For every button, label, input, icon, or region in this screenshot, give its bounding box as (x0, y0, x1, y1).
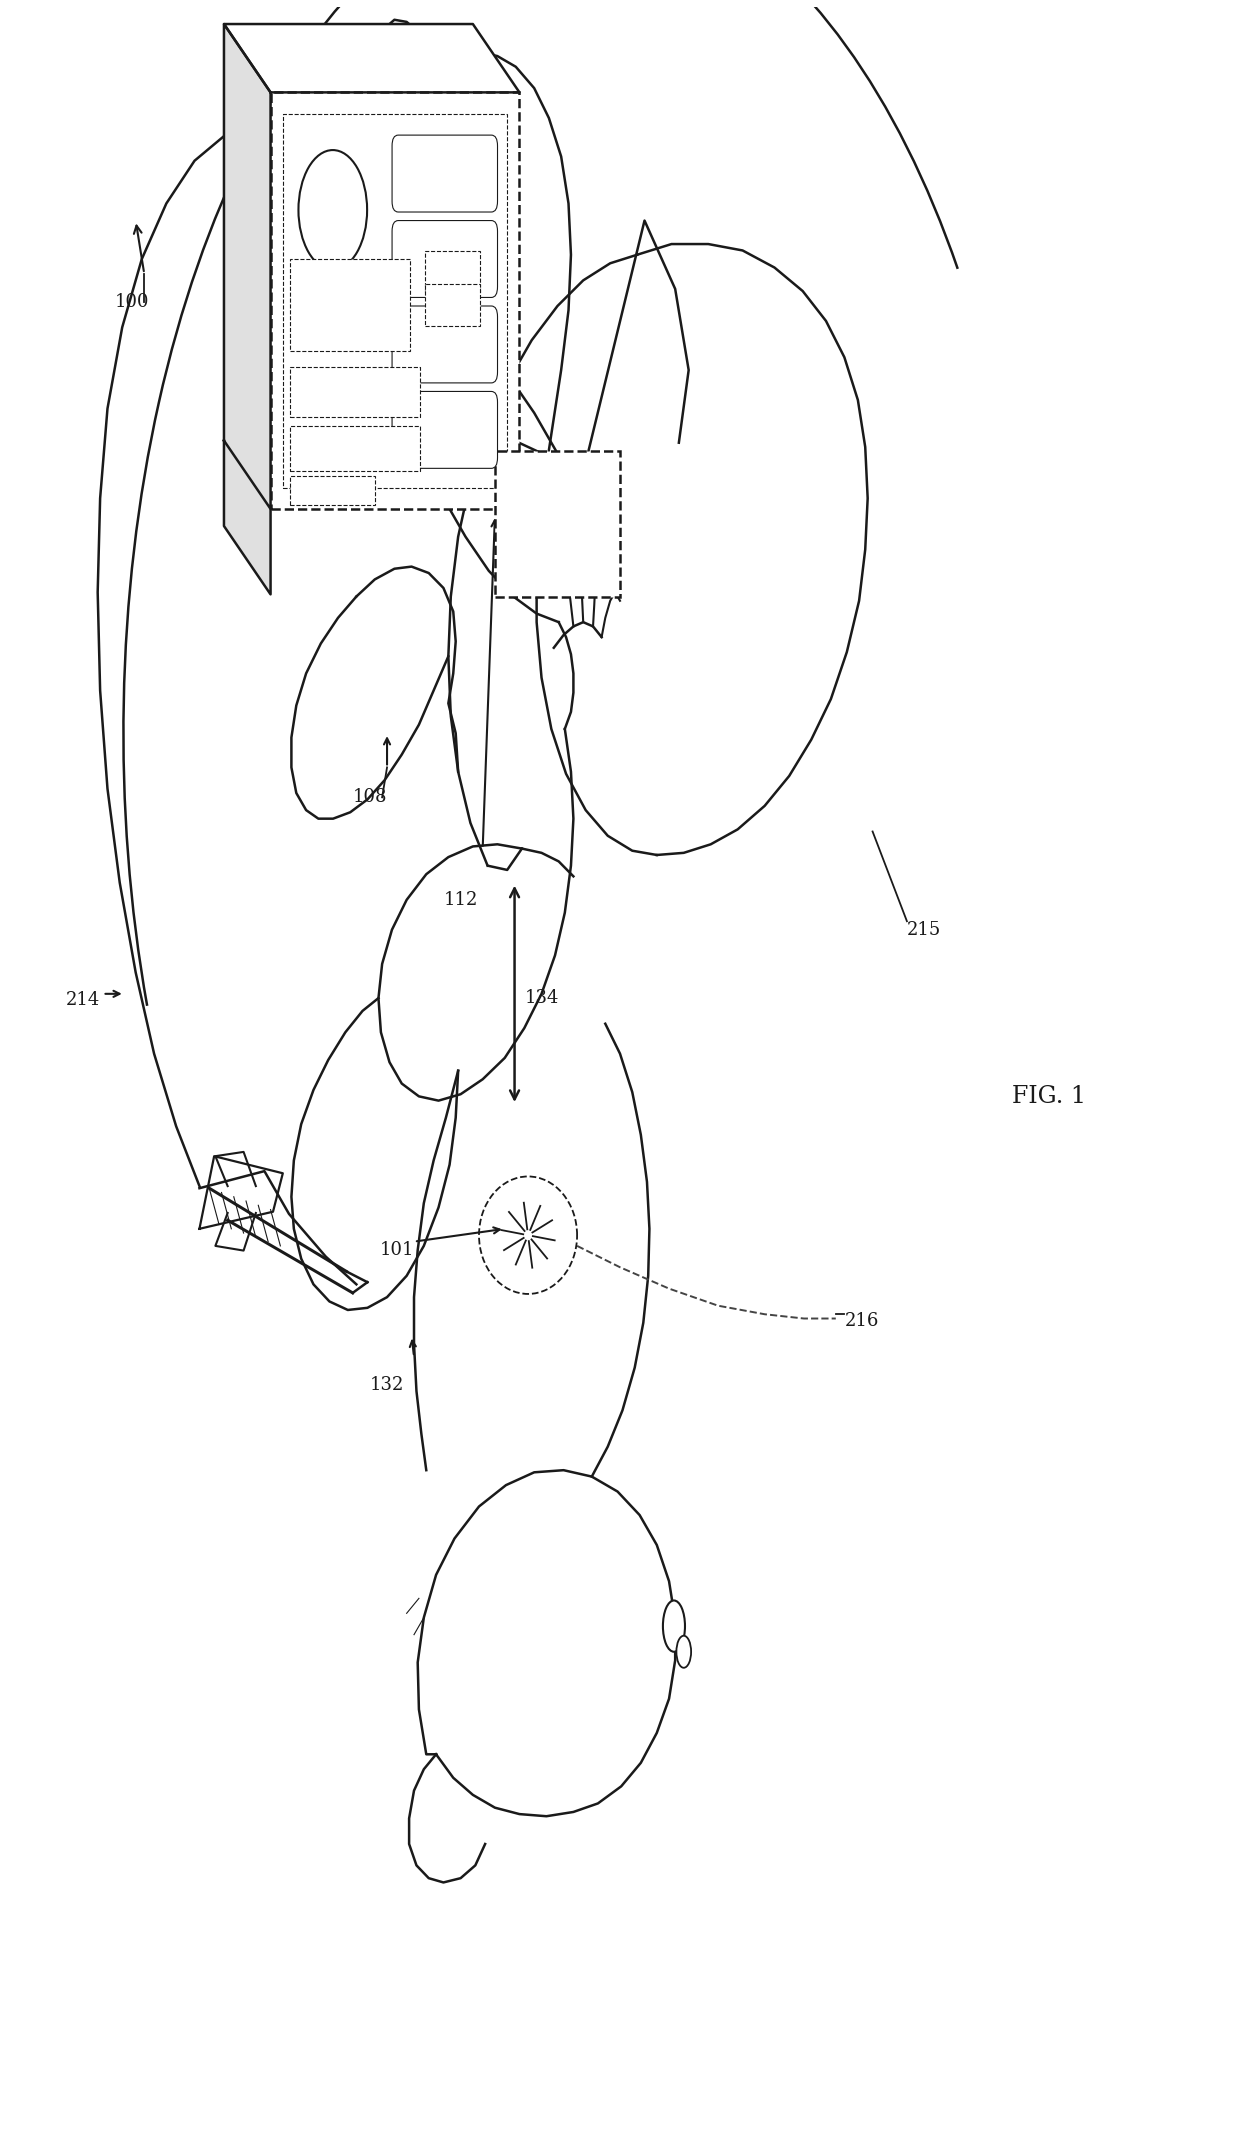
FancyBboxPatch shape (392, 135, 497, 213)
Bar (283, 114, 507, 488)
Bar (425, 284, 480, 325)
Ellipse shape (676, 1636, 691, 1668)
Text: 134: 134 (525, 989, 559, 1006)
Text: 100: 100 (115, 292, 149, 312)
Polygon shape (224, 441, 270, 593)
Bar (270, 92, 520, 510)
Text: 108: 108 (352, 789, 387, 806)
Bar (290, 258, 410, 350)
Text: FIG. 1: FIG. 1 (1012, 1086, 1086, 1107)
Text: 101: 101 (379, 1241, 414, 1260)
Text: 112: 112 (444, 890, 477, 909)
Bar (425, 252, 480, 292)
Polygon shape (224, 24, 520, 92)
FancyBboxPatch shape (392, 221, 497, 297)
FancyBboxPatch shape (495, 452, 620, 596)
Text: 215: 215 (906, 920, 941, 940)
Bar (290, 368, 420, 417)
Polygon shape (224, 24, 270, 510)
Ellipse shape (663, 1600, 684, 1651)
Bar (290, 426, 420, 471)
Bar (290, 475, 374, 505)
Text: 216: 216 (844, 1312, 879, 1329)
Text: 132: 132 (370, 1376, 404, 1393)
FancyBboxPatch shape (392, 391, 497, 469)
FancyBboxPatch shape (392, 305, 497, 383)
Text: 214: 214 (66, 991, 100, 1008)
Circle shape (299, 151, 367, 269)
